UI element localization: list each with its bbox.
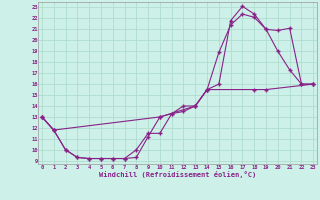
X-axis label: Windchill (Refroidissement éolien,°C): Windchill (Refroidissement éolien,°C) [99,171,256,178]
